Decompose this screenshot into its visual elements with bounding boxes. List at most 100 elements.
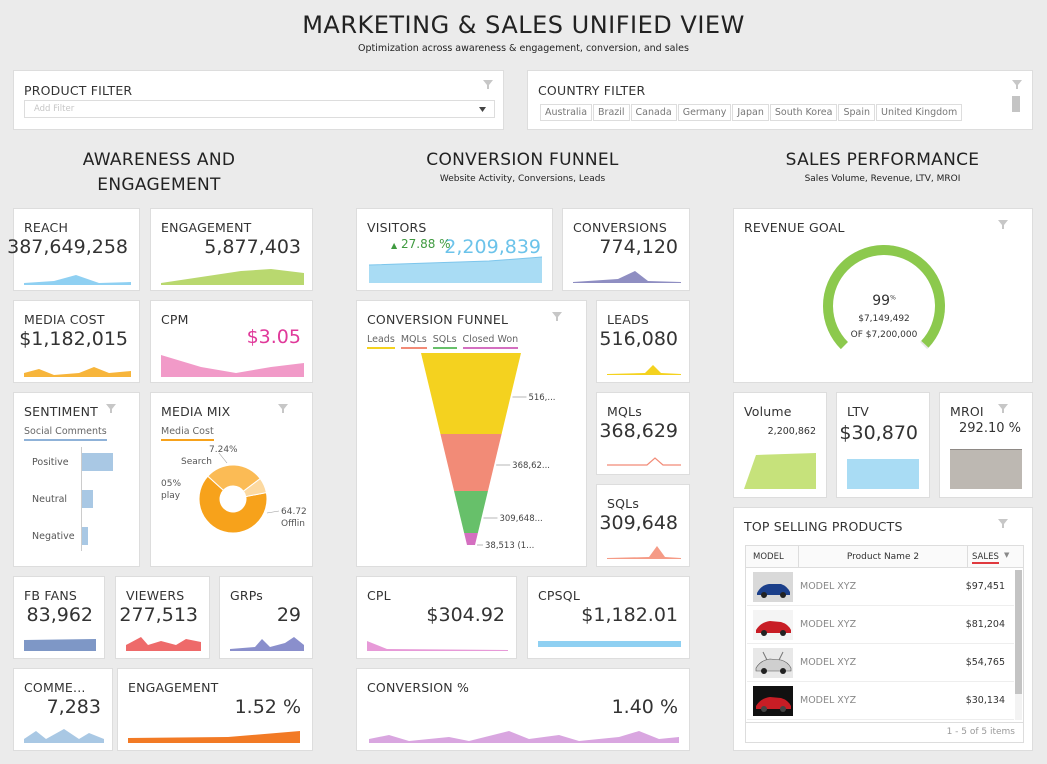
media-mix-donut-chart [198,452,280,534]
conversion-funnel-card[interactable]: CONVERSION FUNNEL Leads MQLs SQLs Closed… [356,300,587,567]
sentiment-card[interactable]: SENTIMENT Social Comments Positive Neutra… [13,392,140,567]
ltv-area-chart [847,459,919,489]
sparkline [24,729,104,743]
kpi-value: 5,877,403 [204,236,301,258]
funnel-stage[interactable] [421,353,521,434]
engagement-pct-card[interactable]: ENGAGEMENT 1.52 % [117,668,313,751]
cpl-card[interactable]: CPL $304.92 [356,576,517,659]
filter-icon[interactable] [106,404,116,413]
media-cost-card[interactable]: MEDIA COST $1,182,015 [13,300,140,383]
table-row[interactable]: MODEL XYZ $30,134 [747,682,1014,720]
viewers-card[interactable]: VIEWERS 277,513 [115,576,210,659]
country-chip[interactable]: United Kingdom [875,104,963,121]
country-chip[interactable]: Japan [732,104,769,121]
table-row[interactable]: MODEL XYZ $81,204 [747,606,1014,644]
grps-card[interactable]: GRPs 29 [219,576,313,659]
reach-card[interactable]: REACH 387,649,258 [7,208,140,291]
kpi-value: $3.05 [246,326,301,348]
chart-axis [81,447,82,551]
kpi-label: Volume [744,404,792,419]
sqls-card[interactable]: SQLs 309,648 [596,484,690,567]
mqls-card[interactable]: MQLs 368,629 [596,392,690,475]
ltv-card[interactable]: LTV $30,870 [836,392,930,498]
sparkline [24,275,131,285]
conversions-card[interactable]: CONVERSIONS 774,120 [562,208,690,291]
country-chip[interactable]: Germany [677,104,732,121]
comments-card[interactable]: COMME... 7,283 [13,668,113,751]
funnel-chart: 516,... 368,62... 309,648... 38,513 (1... [421,353,556,551]
country-chip[interactable]: Australia [540,104,593,121]
revenue-goal-card[interactable]: REVENUE GOAL 99% $7,149,492 OF $7,200,00… [733,208,1033,383]
kpi-label: REACH [24,220,69,235]
donut-slice[interactable] [242,477,267,498]
kpi-value: 774,120 [599,236,678,258]
cpm-card[interactable]: CPM $3.05 [150,300,313,383]
legend-item: Media Cost [161,426,214,441]
mroi-card[interactable]: MROI 292.10 % [939,392,1033,498]
filter-icon[interactable] [998,519,1008,528]
kpi-label: VIEWERS [126,588,185,603]
car-thumbnail [753,648,793,678]
sentiment-bar[interactable] [82,490,93,508]
volume-card[interactable]: Volume 2,200,862 [733,392,827,498]
car-thumbnail [753,572,793,602]
media-mix-card[interactable]: MEDIA MIX Media Cost 7.24% Search 05% pl… [150,392,313,567]
filter-icon[interactable] [483,80,493,89]
conversion-section-subtitle: Website Activity, Conversions, Leads [439,174,606,184]
country-chip[interactable]: Canada [630,104,677,121]
legend-item: Social Comments [24,426,107,441]
kpi-value: 7,283 [46,696,101,718]
country-chip[interactable]: South Korea [769,104,838,121]
sentiment-bar[interactable] [82,453,113,471]
conversion-pct-card[interactable]: CONVERSION % 1.40 % [356,668,690,751]
country-filter-panel: COUNTRY FILTER Australia Brazil Canada Germ… [527,70,1033,130]
sales-section-subtitle: Sales Volume, Revenue, LTV, MROI [804,174,961,184]
donut-slice[interactable] [198,475,268,534]
product-filter-placeholder: Add Filter [34,104,75,114]
funnel-stage-label: 368,62... [512,461,550,471]
table-row[interactable]: MODEL XYZ $54,765 [747,644,1014,682]
legend-item: Closed Won [462,334,519,349]
delta-value: 27.88 % [400,237,451,251]
card-title: MEDIA MIX [161,404,231,419]
leads-card[interactable]: LEADS 516,080 [596,300,690,383]
filter-icon[interactable] [998,220,1008,229]
sort-desc-icon[interactable]: ▼ [1004,551,1010,559]
table-body: MODEL XYZ $97,451 MODEL XYZ $81,204 MODE… [746,568,1014,720]
sparkline [607,546,681,559]
donut-slice[interactable] [207,464,261,492]
cpsql-card[interactable]: CPSQL $1,182.01 [527,576,690,659]
column-header-name[interactable]: Product Name 2 [798,546,968,568]
funnel-stage[interactable] [454,491,488,533]
engagement-card[interactable]: ENGAGEMENT 5,877,403 [150,208,313,291]
fb-fans-card[interactable]: FB FANS 83,962 [13,576,105,659]
country-chip[interactable]: Brazil [593,104,630,121]
funnel-stage[interactable] [464,533,478,545]
car-thumbnail [753,686,793,716]
sparkline [24,367,131,377]
filter-icon[interactable] [552,312,562,321]
filter-icon[interactable] [278,404,288,413]
product-sales: $81,204 [965,619,1005,630]
country-chip[interactable]: Spain [838,104,875,121]
column-header-sales[interactable]: SALES [972,552,999,564]
filter-icon[interactable] [998,404,1008,413]
table-pager: 1 - 5 of 5 items [946,727,1015,737]
kpi-value: $304.92 [426,604,505,626]
column-header-model[interactable]: MODEL [753,552,784,562]
country-scrollbar[interactable] [1012,96,1020,112]
page-title: MARKETING & SALES UNIFIED VIEW [302,11,745,39]
kpi-label: LTV [847,404,870,419]
sentiment-bar[interactable] [82,527,88,545]
funnel-stage[interactable] [440,434,502,491]
visitors-card[interactable]: VISITORS 2,209,839 ▲ 27.88 % [356,208,553,291]
delta-indicator: ▲ 27.88 % [391,237,451,251]
top-products-card[interactable]: TOP SELLING PRODUCTS MODEL Product Name … [733,507,1033,751]
filter-icon[interactable] [1012,80,1022,89]
dropdown-arrow-icon[interactable] [479,107,486,112]
table-row[interactable]: MODEL XYZ $97,451 [747,568,1014,606]
product-filter-input[interactable]: Add Filter [24,100,495,118]
sparkline [24,639,96,651]
scrollbar-thumb[interactable] [1015,570,1022,694]
table-scrollbar[interactable] [1015,570,1022,720]
